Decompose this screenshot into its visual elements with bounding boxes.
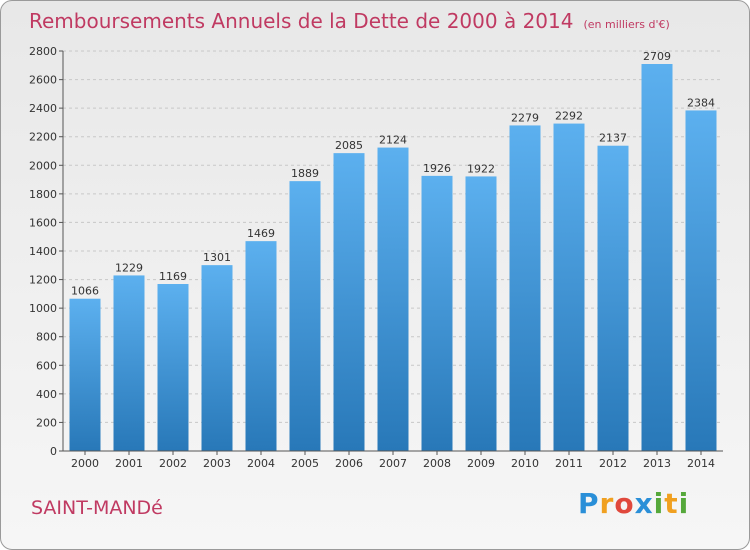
y-tick-label: 2200 xyxy=(29,131,57,144)
bar-value-label: 1926 xyxy=(423,162,451,175)
y-tick-label: 200 xyxy=(36,416,57,429)
proxiti-logo[interactable]: Proxiti xyxy=(578,487,689,520)
y-tick-label: 1800 xyxy=(29,188,57,201)
x-tick-label: 2011 xyxy=(555,457,583,470)
bar xyxy=(553,123,585,452)
logo-letter: x xyxy=(634,487,654,520)
x-tick-label: 2012 xyxy=(599,457,627,470)
bar xyxy=(113,275,145,451)
y-tick-label: 400 xyxy=(36,388,57,401)
bar-value-label: 2292 xyxy=(555,110,583,123)
logo-letter: P xyxy=(578,487,600,520)
bar xyxy=(421,175,453,451)
bar-value-label: 2085 xyxy=(335,139,363,152)
bar xyxy=(509,125,541,451)
x-tick-label: 2005 xyxy=(291,457,319,470)
x-tick-label: 2000 xyxy=(71,457,99,470)
x-tick-label: 2014 xyxy=(687,457,715,470)
logo-letter: i xyxy=(653,487,665,520)
y-tick-label: 0 xyxy=(50,445,57,458)
y-tick-label: 1200 xyxy=(29,274,57,287)
commune-name: SAINT-MANDé xyxy=(31,497,163,519)
y-tick-label: 2400 xyxy=(29,102,57,115)
y-tick-label: 800 xyxy=(36,331,57,344)
bar xyxy=(333,153,365,451)
bar-value-label: 1889 xyxy=(291,167,319,180)
bar xyxy=(157,284,189,451)
bar-value-label: 1469 xyxy=(247,227,275,240)
bar xyxy=(377,147,409,452)
bar xyxy=(245,241,277,451)
bar-value-label: 2384 xyxy=(687,96,715,109)
x-tick-label: 2001 xyxy=(115,457,143,470)
x-tick-label: 2002 xyxy=(159,457,187,470)
bar-value-label: 2124 xyxy=(379,134,407,147)
x-tick-label: 2008 xyxy=(423,457,451,470)
chart-title-text: Remboursements Annuels de la Dette de 20… xyxy=(29,9,574,33)
y-tick-label: 1400 xyxy=(29,245,57,258)
bar xyxy=(69,298,101,451)
bar-value-label: 1066 xyxy=(71,285,99,298)
bar xyxy=(641,64,673,451)
bar xyxy=(685,110,717,451)
bar-value-label: 1229 xyxy=(115,261,143,274)
logo-letter: r xyxy=(599,487,615,520)
bar-value-label: 2137 xyxy=(599,132,627,145)
y-tick-label: 1000 xyxy=(29,302,57,315)
data-labels: 1066 1229 1169 1301 1469 1889 2085 2124 1926 1922… xyxy=(71,50,715,298)
y-tick-label: 1600 xyxy=(29,216,57,229)
bar-value-label: 2279 xyxy=(511,111,539,124)
x-axis: 2000 2001 2002 2003 2004 2005 2006 2007 2008 2009… xyxy=(63,450,723,470)
chart-title: Remboursements Annuels de la Dette de 20… xyxy=(29,9,670,33)
y-tick-label: 600 xyxy=(36,359,57,372)
x-tick-label: 2013 xyxy=(643,457,671,470)
chart-unit: (en milliers d'€) xyxy=(583,18,670,31)
bar-value-label: 1922 xyxy=(467,162,495,175)
x-tick-label: 2007 xyxy=(379,457,407,470)
bar-value-label: 1301 xyxy=(203,251,231,264)
bar-value-label: 2709 xyxy=(643,50,671,63)
x-tick-label: 2004 xyxy=(247,457,275,470)
bar-value-label: 1169 xyxy=(159,270,187,283)
y-tick-label: 2600 xyxy=(29,74,57,87)
y-tick-label: 2800 xyxy=(29,45,57,58)
x-tick-label: 2006 xyxy=(335,457,363,470)
bar xyxy=(201,265,233,451)
bar xyxy=(465,176,497,451)
logo-letter: i xyxy=(678,487,690,520)
bar xyxy=(289,181,321,451)
bars xyxy=(69,64,717,452)
y-tick-label: 2000 xyxy=(29,159,57,172)
x-tick-label: 2003 xyxy=(203,457,231,470)
x-tick-label: 2010 xyxy=(511,457,539,470)
y-axis: 0 200 400 600 800 1000 1200 1400 1600 1800 2000 220… xyxy=(29,45,64,458)
x-tick-label: 2009 xyxy=(467,457,495,470)
bar xyxy=(597,145,629,451)
logo-letter: t xyxy=(664,487,679,520)
logo-letter: o xyxy=(614,487,635,520)
